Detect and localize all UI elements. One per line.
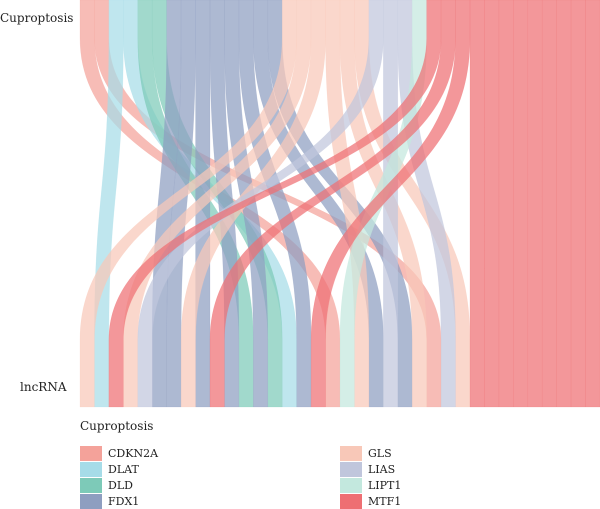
legend-swatch-dld xyxy=(80,477,102,493)
flow-fdx1-15 xyxy=(238,0,312,408)
flow-lias-4 xyxy=(137,0,384,408)
flow-mtf1-31 xyxy=(527,0,543,408)
alluvial-diagram xyxy=(79,0,600,408)
flow-gls-7 xyxy=(180,0,326,408)
legend-swatch-lias xyxy=(340,461,362,477)
flow-mtf1-28 xyxy=(484,0,500,408)
legend: Cuproptosis CDKN2A DLAT DLD FDX1 GLS LIA… xyxy=(80,419,580,509)
legend-swatch-mtf1 xyxy=(340,493,362,509)
legend-label-mtf1: MTF1 xyxy=(368,494,402,508)
legend-swatch-fdx1 xyxy=(80,493,102,509)
legend-swatch-cdkn2a xyxy=(80,445,102,461)
flow-mtf1-30 xyxy=(513,0,529,408)
legend-label-fdx1: FDX1 xyxy=(108,494,140,508)
flow-mtf1-35 xyxy=(585,0,600,408)
legend-label-dlat: DLAT xyxy=(108,462,139,476)
flow-lias-21 xyxy=(383,0,399,408)
flow-mtf1-27 xyxy=(469,0,485,408)
legend-label-dld: DLD xyxy=(108,478,133,492)
legend-label-lipt1: LIPT1 xyxy=(368,478,402,492)
flow-mtf1-2 xyxy=(108,0,442,408)
legend-swatch-lipt1 xyxy=(340,477,362,493)
legend-title: Cuproptosis xyxy=(80,419,154,433)
flow-mtf1-32 xyxy=(541,0,557,408)
legend-item-mtf1: MTF1 xyxy=(340,493,401,509)
bottom-axis-label: lncRNA xyxy=(20,380,67,394)
flow-mtf1-9 xyxy=(209,0,456,408)
legend-item-cdkn2a: CDKN2A xyxy=(80,445,158,461)
legend-label-lias: LIAS xyxy=(368,462,396,476)
flow-mtf1-34 xyxy=(570,0,586,408)
flow-gls-0 xyxy=(79,0,297,408)
legend-label-gls: GLS xyxy=(368,446,392,460)
flow-mtf1-16 xyxy=(310,0,471,408)
flow-fdx1-6 xyxy=(166,0,196,408)
legend-item-lipt1: LIPT1 xyxy=(340,477,401,493)
legend-item-gls: GLS xyxy=(340,445,392,461)
legend-label-cdkn2a: CDKN2A xyxy=(108,446,159,460)
legend-item-lias: LIAS xyxy=(340,461,395,477)
legend-item-fdx1: FDX1 xyxy=(80,493,139,509)
legend-item-dld: DLD xyxy=(80,477,133,493)
flow-group xyxy=(79,0,600,408)
flow-gls-19 xyxy=(325,0,370,408)
top-axis-label: Cuproptosis xyxy=(0,11,74,25)
flow-fdx1-10 xyxy=(209,0,240,408)
flow-mtf1-33 xyxy=(556,0,572,408)
legend-swatch-gls xyxy=(340,445,362,461)
legend-swatch-dlat xyxy=(80,461,102,477)
legend-item-dlat: DLAT xyxy=(80,461,139,477)
flow-mtf1-29 xyxy=(498,0,514,408)
